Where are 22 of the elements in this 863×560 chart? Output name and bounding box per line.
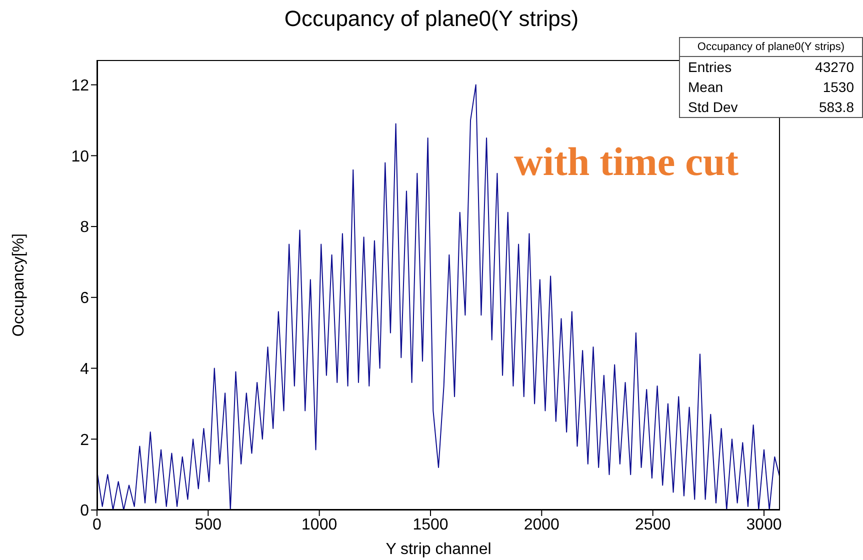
x-axis-title: Y strip channel <box>386 541 492 558</box>
x-tick-label: 2500 <box>635 516 671 534</box>
stats-box: Occupancy of plane0(Y strips) Entries 43270 Mean 1530 Std Dev 583.8 <box>679 37 863 118</box>
y-tick-label: 2 <box>80 432 90 449</box>
x-tick-label: 1500 <box>412 516 448 534</box>
x-tick-label: 0 <box>92 516 102 534</box>
annotation: Mean <box>688 79 724 95</box>
x-tick-label: 500 <box>194 516 222 534</box>
y-tick-label: 10 <box>71 148 90 166</box>
annotation: with time cut <box>514 138 738 185</box>
y-tick-label: 4 <box>80 360 90 378</box>
y-tick-label: 8 <box>80 219 90 236</box>
y-axis-title: Occupancy[%] <box>10 233 28 337</box>
x-tick-label: 1000 <box>302 516 338 534</box>
annotation: Std Dev <box>688 99 738 115</box>
y-tick-label: 0 <box>80 502 90 520</box>
y-tick-label: 6 <box>80 290 90 308</box>
chart-title: Occupancy of plane0(Y strips) <box>283 6 580 32</box>
annotation: Entries <box>688 59 732 75</box>
x-tick-label: 2000 <box>524 516 560 534</box>
y-tick-label: 12 <box>71 77 90 94</box>
x-tick-label: 3000 <box>746 516 782 534</box>
